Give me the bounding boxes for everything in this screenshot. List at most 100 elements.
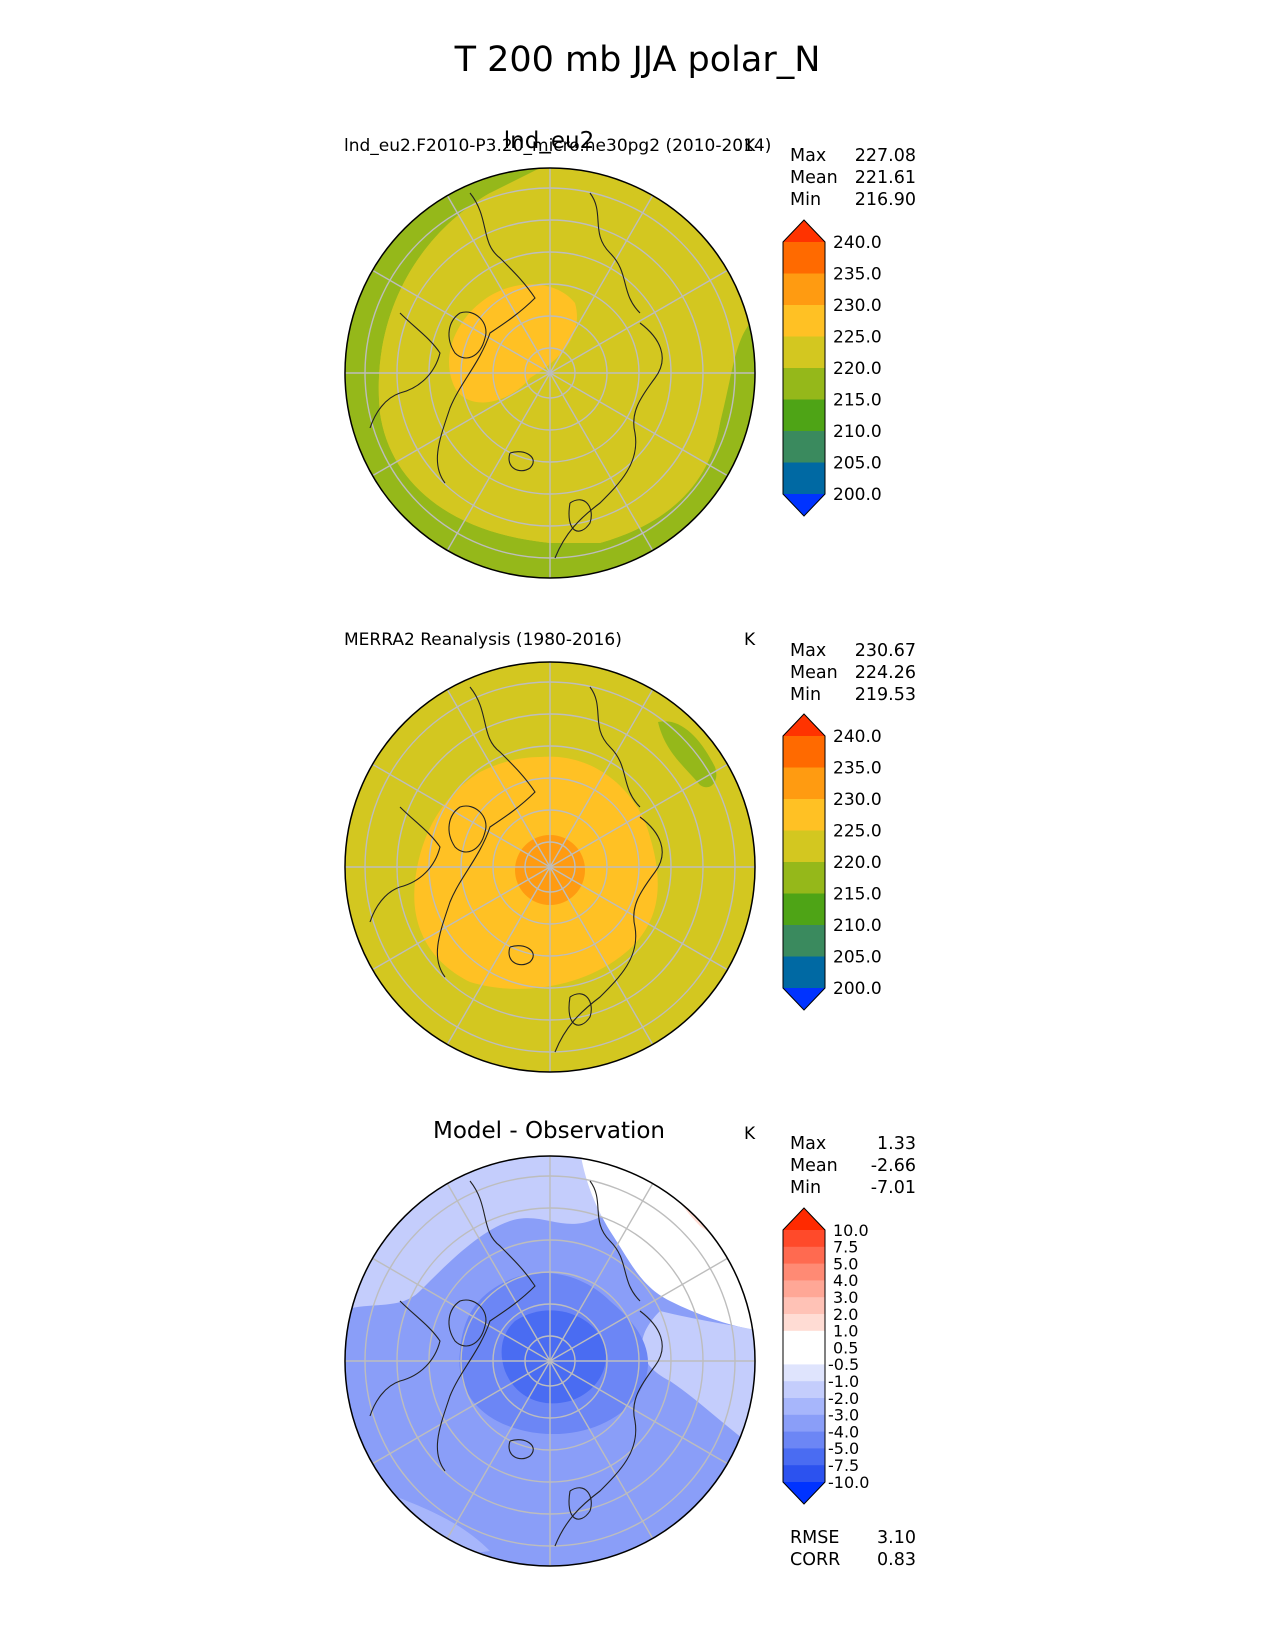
stat-max-value: 1.33 — [877, 1134, 916, 1154]
colorbar-segment — [783, 1448, 825, 1466]
colorbar-tick-label: 215.0 — [833, 391, 882, 411]
colorbar-segment — [783, 431, 825, 463]
map-3-dark-region — [501, 1310, 606, 1404]
colorbar-lower-extend — [783, 988, 825, 1010]
colorbar-segment — [783, 1398, 825, 1416]
stat-max-label: Max — [790, 641, 827, 661]
colorbar-tick-label: 205.0 — [833, 948, 882, 968]
colorbar-tick-label: 240.0 — [833, 727, 882, 747]
stat-min-label: Min — [790, 190, 822, 210]
colorbar-tick-label: 5.0 — [833, 1254, 858, 1273]
colorbar-tick-label: -0.5 — [828, 1355, 859, 1374]
colorbar-tick-label: 3.0 — [833, 1288, 858, 1307]
rmse-label: RMSE — [790, 1528, 840, 1548]
panel-2-map — [344, 661, 756, 1073]
map-3-outline — [344, 1155, 756, 1567]
colorbar-1-segments — [782, 219, 826, 517]
panel-2-colorbar: 240.0 235.0 230.0 225.0 220.0 215.0 210.0 205.0… — [782, 713, 882, 1011]
colorbar-segment — [783, 862, 825, 894]
panel-1-units: K — [744, 136, 756, 156]
colorbar-tick-label: 230.0 — [833, 790, 882, 810]
colorbar-segment — [783, 1280, 825, 1298]
colorbar-segment — [783, 305, 825, 337]
colorbar-tick-label: 235.0 — [833, 759, 882, 779]
panel-3-title: Model - Observation — [432, 1118, 666, 1144]
map-2-outline — [344, 661, 756, 1073]
colorbar-tick-label: -3.0 — [828, 1406, 859, 1425]
colorbar-upper-extend — [783, 220, 825, 242]
panel-3-metrics: RMSE 3.10 CORR 0.83 — [790, 1527, 916, 1571]
colorbar-tick-label: 0.5 — [833, 1338, 858, 1357]
stat-mean-label: Mean — [790, 168, 838, 188]
colorbar-tick-label: 215.0 — [833, 885, 882, 905]
map-3-coastlines — [369, 1180, 663, 1547]
colorbar-segment — [783, 336, 825, 369]
colorbar-3-segments — [782, 1207, 826, 1505]
colorbar-segment — [783, 736, 825, 768]
colorbar-tick-label: 7.5 — [833, 1238, 858, 1257]
colorbar-tick-label: 200.0 — [833, 485, 882, 505]
map-2-cool-patch — [658, 721, 717, 788]
rmse-value: 3.10 — [877, 1528, 916, 1548]
colorbar-segment — [783, 1347, 825, 1365]
stat-max-label: Max — [790, 146, 827, 166]
colorbar-tick-label: 205.0 — [833, 454, 882, 474]
panel-1-stats: Max 227.08 Mean 221.61 Min 216.90 — [790, 145, 916, 211]
stat-min-value: -7.01 — [870, 1178, 916, 1198]
colorbar-tick-label: 220.0 — [833, 359, 882, 379]
colorbar-segment — [783, 893, 825, 926]
colorbar-segment — [783, 1414, 825, 1433]
colorbar-tick-label: 4.0 — [833, 1271, 858, 1290]
corr-value: 0.83 — [877, 1550, 916, 1570]
colorbar-outline — [782, 219, 826, 517]
colorbar-tick-label: 200.0 — [833, 979, 882, 999]
colorbar-segment — [783, 1431, 825, 1449]
stat-mean-label: Mean — [790, 1156, 838, 1176]
colorbar-lower-extend — [783, 494, 825, 516]
stat-mean-value: 224.26 — [854, 663, 916, 683]
colorbar-outline — [782, 713, 826, 1011]
colorbar-segment — [783, 1263, 825, 1281]
map-1-outline — [344, 167, 756, 579]
colorbar-tick-label: 235.0 — [833, 265, 882, 285]
colorbar-segment — [783, 1465, 825, 1483]
colorbar-segment — [783, 1246, 825, 1265]
colorbar-lower-extend — [783, 1482, 825, 1504]
colorbar-tick-label: -5.0 — [828, 1439, 859, 1458]
panel-2-stats: Max 230.67 Mean 224.26 Min 219.53 — [790, 640, 916, 706]
panel-1-subtitle: lnd_eu2.F2010-P3.20_micro.ne30pg2 (2010-… — [344, 136, 772, 156]
stat-max-label: Max — [790, 1134, 827, 1154]
colorbar-segment — [783, 1230, 825, 1248]
figure-title: T 200 mb JJA polar_N — [454, 40, 821, 80]
colorbar-tick-label: 2.0 — [833, 1305, 858, 1324]
colorbar-segment — [783, 1330, 825, 1349]
stat-mean-label: Mean — [790, 663, 838, 683]
colorbar-segment — [783, 799, 825, 831]
panel-2-units: K — [744, 630, 756, 650]
colorbar-tick-label: -4.0 — [828, 1422, 859, 1441]
stat-mean-value: -2.66 — [870, 1156, 916, 1176]
colorbar-upper-extend — [783, 714, 825, 736]
colorbar-tick-label: -10.0 — [828, 1473, 869, 1492]
colorbar-tick-label: 225.0 — [833, 328, 882, 348]
colorbar-tick-label: -2.0 — [828, 1389, 859, 1408]
colorbar-segment — [783, 1314, 825, 1332]
colorbar-outline — [782, 1207, 826, 1505]
colorbar-tick-label: 220.0 — [833, 853, 882, 873]
map-2-graticule — [345, 662, 755, 1072]
colorbar-tick-label: 210.0 — [833, 422, 882, 442]
stat-max-value: 227.08 — [854, 146, 916, 166]
colorbar-segment — [783, 956, 825, 989]
map-3-graticule — [345, 1156, 755, 1566]
panel-1-map — [344, 167, 756, 579]
colorbar-tick-label: 1.0 — [833, 1322, 858, 1341]
colorbar-upper-extend — [783, 1208, 825, 1230]
colorbar-segment — [783, 1364, 825, 1382]
panel-1-colorbar: 240.0 235.0 230.0 225.0 220.0 215.0 210.0 205.0… — [782, 219, 882, 517]
colorbar-segment — [783, 462, 825, 495]
colorbar-segment — [783, 767, 825, 800]
colorbar-segment — [783, 830, 825, 863]
colorbar-tick-label: -1.0 — [828, 1372, 859, 1391]
colorbar-segment — [783, 273, 825, 306]
colorbar-tick-label: 240.0 — [833, 233, 882, 253]
